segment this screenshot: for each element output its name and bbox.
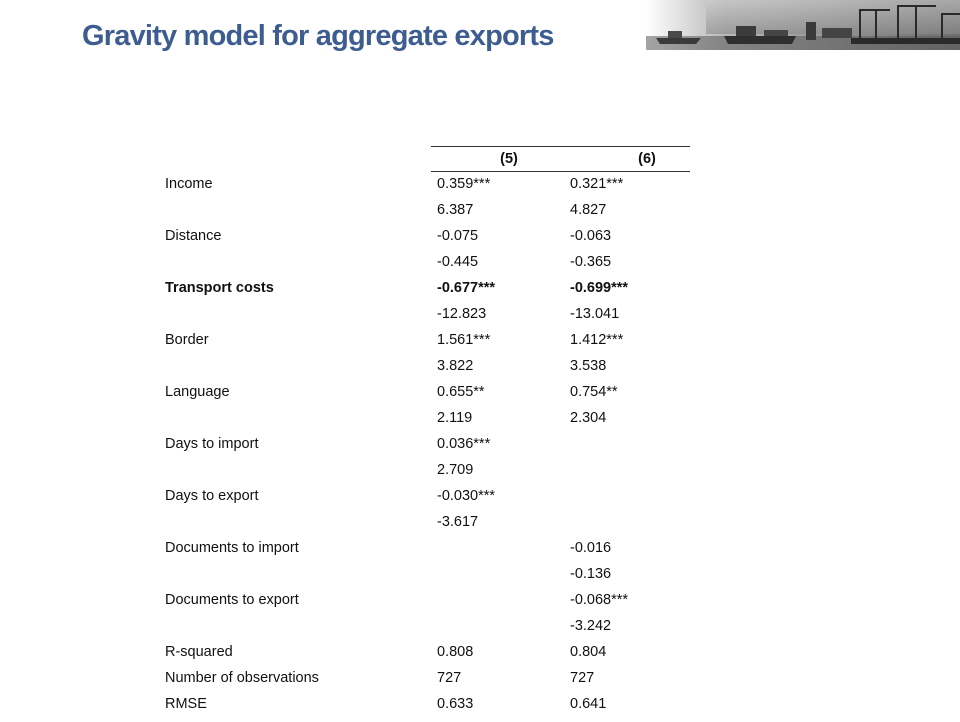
cell-col6: 0.641: [570, 696, 607, 712]
cell-col6: 0.754**: [570, 384, 618, 400]
table-row: Language 0.655** 0.754**: [165, 384, 725, 410]
table-row: Documents to import -0.016: [165, 540, 725, 566]
row-label: RMSE: [165, 696, 207, 712]
cell-col6: -3.242: [570, 618, 612, 634]
cell-col5: -3.617: [437, 514, 479, 530]
cell-col6: -0.136: [570, 566, 612, 582]
cell-col5: -0.030***: [437, 488, 496, 504]
cell-col6: -0.699***: [570, 280, 629, 296]
row-label: Days to export: [165, 488, 259, 504]
cell-col5: -0.075: [437, 228, 479, 244]
cell-col5: 3.822: [437, 358, 474, 374]
cell-col6: 2.304: [570, 410, 607, 426]
column-header-5: (5): [500, 151, 518, 167]
row-label: Distance: [165, 228, 222, 244]
table-row: -0.136: [165, 566, 725, 592]
table-row: -3.242: [165, 618, 725, 644]
table-row: Border 1.561*** 1.412***: [165, 332, 725, 358]
cell-col5: 0.359***: [437, 176, 491, 192]
cell-col5: 6.387: [437, 202, 474, 218]
table-row: 3.822 3.538: [165, 358, 725, 384]
table-row: Number of observations 727 727: [165, 670, 725, 696]
cell-col6: -0.365: [570, 254, 612, 270]
row-label: Days to import: [165, 436, 259, 452]
cell-col6: -0.063: [570, 228, 612, 244]
port-harbor-banner-image: [646, 0, 960, 50]
cell-col5: -0.677***: [437, 280, 496, 296]
table-row: -12.823 -13.041: [165, 306, 725, 332]
cell-col6: -0.016: [570, 540, 612, 556]
row-label: Number of observations: [165, 670, 319, 686]
cell-col6: 727: [570, 670, 595, 686]
row-label: Language: [165, 384, 230, 400]
cell-col5: -12.823: [437, 306, 487, 322]
table-row: 2.709: [165, 462, 725, 488]
table-row-transport-costs: Transport costs -0.677*** -0.699***: [165, 280, 725, 306]
row-label: Transport costs: [165, 280, 274, 296]
table-row: Days to import 0.036***: [165, 436, 725, 462]
slide-title: Gravity model for aggregate exports: [82, 20, 554, 52]
row-label: Documents to import: [165, 540, 299, 556]
cell-col5: 0.633: [437, 696, 474, 712]
cell-col5: 0.808: [437, 644, 474, 660]
cell-col5: 0.655**: [437, 384, 485, 400]
row-label: R-squared: [165, 644, 233, 660]
cell-col6: 3.538: [570, 358, 607, 374]
table-row: 2.119 2.304: [165, 410, 725, 436]
cell-col6: 4.827: [570, 202, 607, 218]
table-row: -3.617: [165, 514, 725, 540]
cell-col6: 0.321***: [570, 176, 624, 192]
table-row: Distance -0.075 -0.063: [165, 228, 725, 254]
column-header-6: (6): [638, 151, 656, 167]
cell-col6: -0.068***: [570, 592, 629, 608]
cell-col5: 2.119: [437, 410, 473, 426]
table-row: Days to export -0.030***: [165, 488, 725, 514]
table-row: RMSE 0.633 0.641: [165, 696, 725, 722]
table-row: Documents to export -0.068***: [165, 592, 725, 618]
cell-col5: 727: [437, 670, 462, 686]
table-header: (5) (6): [431, 146, 690, 172]
row-label: Border: [165, 332, 209, 348]
cell-col6: 1.412***: [570, 332, 624, 348]
row-label: Income: [165, 176, 213, 192]
table-row: Income 0.359*** 0.321***: [165, 176, 725, 202]
table-row: 6.387 4.827: [165, 202, 725, 228]
cell-col5: 1.561***: [437, 332, 491, 348]
table-row: -0.445 -0.365: [165, 254, 725, 280]
row-label: Documents to export: [165, 592, 299, 608]
cell-col5: 2.709: [437, 462, 474, 478]
table-row: R-squared 0.808 0.804: [165, 644, 725, 670]
cell-col5: -0.445: [437, 254, 479, 270]
cell-col5: 0.036***: [437, 436, 491, 452]
cell-col6: -13.041: [570, 306, 620, 322]
cell-col6: 0.804: [570, 644, 607, 660]
